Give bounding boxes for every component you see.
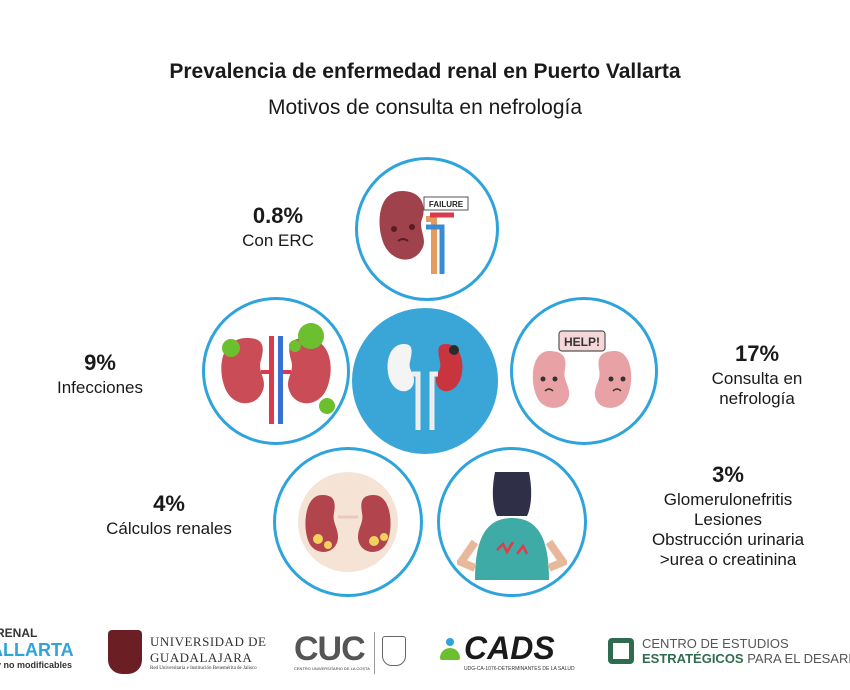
failure-tag-text: FAILURE bbox=[429, 200, 464, 209]
stat-calculos-label: Cálculos renales bbox=[106, 519, 232, 538]
stat-otros-percent: 3% bbox=[712, 462, 744, 487]
stat-consulta: 17% Consulta en nefrología bbox=[694, 341, 820, 409]
infected-kidneys-icon bbox=[221, 323, 335, 424]
stat-otros: 3% Glomerulonefritis Lesiones Obstrucció… bbox=[630, 462, 826, 570]
renal-vallarta-logo: RENAL ALLARTA y no modificables bbox=[0, 626, 90, 670]
cuc-small-text: CENTRO UNIVERSITARIO DE LA COSTA bbox=[294, 666, 370, 671]
stat-otros-line4: >urea o creatinina bbox=[659, 550, 797, 569]
erc-circle: FAILURE bbox=[355, 157, 499, 301]
renal-logo-line3: y no modificables bbox=[0, 660, 73, 670]
renal-logo-line1: RENAL bbox=[0, 626, 38, 640]
udg-line3: Red Universitaria e Institución Beneméri… bbox=[150, 666, 257, 671]
cee-line2-rest: PARA EL DESARR bbox=[743, 651, 850, 666]
cuc-text: CUC bbox=[294, 630, 366, 668]
stat-erc-label: Con ERC bbox=[242, 231, 314, 250]
otros-circle bbox=[437, 447, 587, 597]
stat-infecciones-percent: 9% bbox=[84, 350, 116, 375]
calculos-circle bbox=[273, 447, 423, 597]
kidney-stones-icon bbox=[298, 472, 398, 572]
cads-person-icon bbox=[438, 638, 462, 662]
renal-logo-line2: ALLARTA bbox=[0, 640, 74, 660]
cads-small-text: UDG-CA-1076-DETERMINANTES DE LA SALUD bbox=[464, 666, 575, 672]
stat-calculos-percent: 4% bbox=[153, 491, 185, 516]
stat-otros-line1: Glomerulonefritis bbox=[663, 490, 793, 509]
back-pain-icon bbox=[457, 472, 567, 580]
stat-erc: 0.8% Con ERC bbox=[218, 203, 338, 251]
cuc-logo: CUC CENTRO UNIVERSITARIO DE LA COSTA bbox=[294, 630, 414, 674]
udg-line2: GUADALAJARA bbox=[150, 650, 253, 665]
page-subtitle: Motivos de consulta en nefrología bbox=[267, 96, 583, 119]
kidneys-icon bbox=[387, 344, 463, 430]
infecciones-circle bbox=[202, 297, 350, 445]
footer-logos: RENAL ALLARTA y no modificables UNIVERSI… bbox=[0, 620, 850, 690]
cee-hexagon-icon bbox=[608, 638, 634, 664]
udg-line1: UNIVERSIDAD DE bbox=[150, 634, 267, 649]
cads-text: CADS bbox=[464, 630, 555, 666]
udg-logo-text: UNIVERSIDAD DE GUADALAJARA Red Universit… bbox=[150, 634, 266, 671]
udg-seal-icon bbox=[108, 630, 142, 674]
cuc-divider bbox=[374, 632, 375, 674]
help-sign-text: HELP! bbox=[564, 335, 600, 349]
center-kidneys-circle bbox=[352, 308, 498, 454]
stat-otros-line3: Obstrucción urinaria bbox=[651, 530, 805, 549]
kidney-failure-icon: FAILURE bbox=[379, 191, 469, 274]
stat-calculos: 4% Cálculos renales bbox=[86, 491, 252, 539]
consulta-circle: HELP! bbox=[510, 297, 658, 445]
stat-erc-percent: 0.8% bbox=[252, 203, 304, 228]
stat-consulta-percent: 17% bbox=[734, 341, 780, 366]
stat-otros-line2: Lesiones bbox=[693, 510, 763, 529]
stat-consulta-line2: nefrología bbox=[719, 389, 795, 408]
stat-infecciones-label: Infecciones bbox=[57, 378, 143, 397]
stat-consulta-line1: Consulta en bbox=[711, 369, 803, 388]
page-title: Prevalencia de enfermedad renal en Puert… bbox=[169, 60, 681, 83]
cuc-seal-icon bbox=[382, 636, 406, 666]
help-kidneys-icon: HELP! bbox=[532, 330, 632, 408]
cee-line1: CENTRO DE ESTUDIOS bbox=[642, 636, 789, 651]
cee-line2-strong: ESTRATÉGICOS bbox=[642, 651, 744, 666]
stat-infecciones: 9% Infecciones bbox=[40, 350, 160, 398]
